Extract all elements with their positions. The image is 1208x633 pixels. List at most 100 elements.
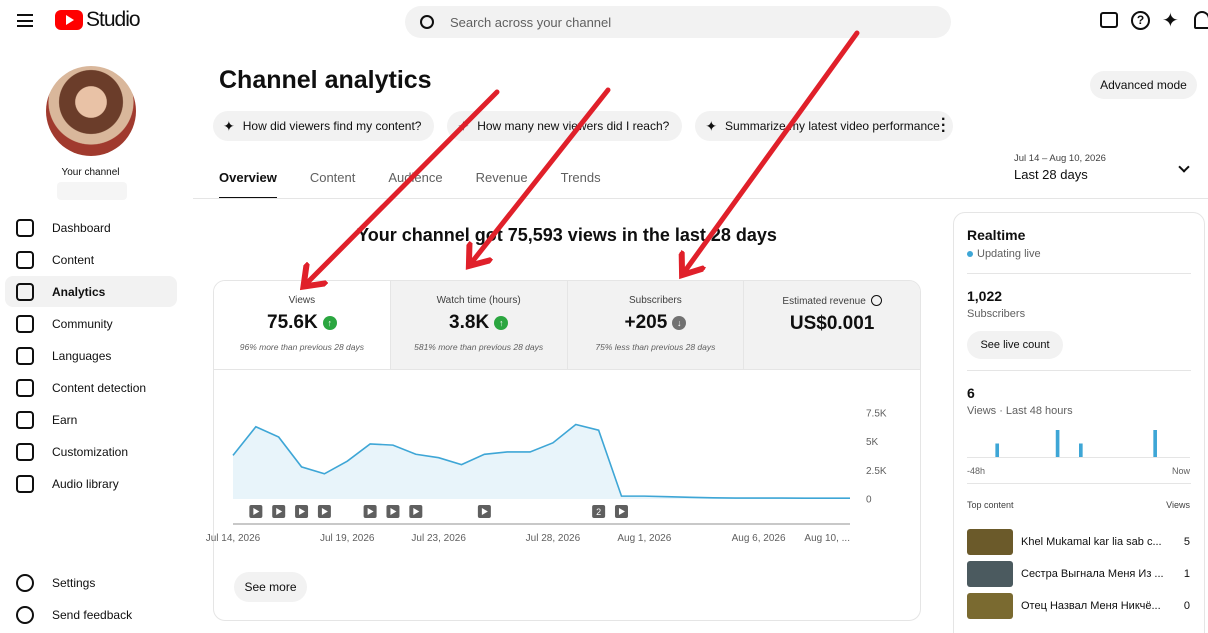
channel-label: Your channel: [61, 167, 120, 178]
nav-icon: [16, 282, 34, 301]
nav-item[interactable]: Community: [5, 308, 177, 339]
tab[interactable]: Content: [309, 170, 356, 185]
tab[interactable]: Revenue: [475, 170, 528, 185]
chip[interactable]: ✦ Summarize my latest video performance: [695, 111, 953, 141]
nav-item[interactable]: Settings: [5, 567, 177, 598]
chip-label: How many new viewers did I reach?: [477, 119, 670, 133]
chip-label: Summarize my latest video performance: [725, 119, 940, 133]
subscriber-label: Subscribers: [967, 308, 1026, 320]
realtime-title: Realtime: [967, 227, 1026, 243]
nav-icon: [16, 442, 34, 461]
video-views: 0: [1183, 600, 1190, 612]
trend-icon: ↓: [672, 316, 687, 330]
info-icon: [870, 295, 882, 306]
thumbnail[interactable]: [967, 561, 1013, 587]
chip[interactable]: ✦ How did viewers find my content?: [213, 111, 435, 141]
tabs-divider: [193, 198, 1208, 199]
nav-item[interactable]: Audio library: [5, 468, 177, 499]
metric-value: US$0.001: [744, 313, 920, 335]
nav-icon: [16, 250, 34, 269]
search-placeholder: Search across your channel: [450, 14, 612, 30]
metrics-divider: [214, 369, 920, 370]
chips: ✦ How did viewers find my content? ✦ How ma…: [213, 111, 953, 141]
nav-item[interactable]: Dashboard: [5, 212, 177, 243]
metric-label: Watch time (hours): [391, 295, 567, 306]
see-more-button[interactable]: See more: [234, 572, 307, 602]
chip-icon: ✦: [223, 117, 235, 134]
nav-label: Languages: [52, 348, 112, 363]
end-label: Now: [1171, 466, 1190, 476]
nav-icon: [16, 410, 34, 429]
nav-item[interactable]: Earn: [5, 404, 177, 435]
metric-value: 75.6K ↑: [214, 312, 390, 334]
search-box[interactable]: Search across your channel: [405, 6, 951, 38]
metric-label: Views: [214, 295, 390, 306]
nav-item[interactable]: Languages: [5, 340, 177, 371]
nav-item[interactable]: Content detection: [5, 372, 177, 403]
metric-tab[interactable]: Subscribers +205 ↓ 75% less than previous 2…: [567, 281, 745, 369]
period[interactable]: Last 28 days: [1014, 167, 1088, 182]
metric-tab[interactable]: Estimated revenue US$0.001: [744, 281, 920, 369]
nav-icon: [16, 218, 34, 237]
tab[interactable]: Audience: [388, 170, 443, 185]
metric-value: +205 ↓: [568, 312, 744, 334]
nav-label: Send feedback: [52, 607, 133, 622]
logo-text[interactable]: Studio: [86, 8, 141, 31]
tab[interactable]: Trends: [560, 170, 601, 185]
nav-label: Audio library: [52, 476, 119, 491]
thumbnail[interactable]: [967, 529, 1013, 555]
nav-label: Settings: [52, 575, 96, 590]
thumbnail[interactable]: [967, 593, 1013, 619]
logo-icon[interactable]: [55, 10, 83, 30]
video-title[interactable]: Сестра Выгнала Меня Из ...: [1021, 568, 1164, 580]
divider: [967, 483, 1191, 484]
metric-value-text: +205: [624, 312, 668, 333]
advanced-mode-button[interactable]: Advanced mode: [1090, 71, 1197, 99]
period-dropdown[interactable]: [1178, 161, 1190, 173]
chip-icon: ✦: [457, 117, 470, 134]
nav-icon: [16, 314, 34, 333]
more-button[interactable]: · · ·: [941, 111, 947, 140]
chip-icon: ✦: [705, 117, 718, 134]
chip[interactable]: ✦ How many new viewers did I reach?: [447, 111, 683, 141]
views-label: Views · Last 48 hours: [967, 405, 1073, 417]
channel-avatar[interactable]: [46, 66, 136, 156]
trend-icon: ↑: [494, 316, 509, 330]
metric-label-text: Views: [288, 295, 316, 306]
menu-button[interactable]: [17, 14, 33, 27]
nav-label: Content detection: [52, 380, 147, 395]
nav-label: Dashboard: [52, 220, 111, 235]
metric-note: 581% more than previous 28 days: [414, 342, 544, 352]
nav-item[interactable]: Content: [5, 244, 177, 275]
video-title[interactable]: Khel Mukamal kar lia sab c...: [1021, 536, 1162, 548]
metric-label: Estimated revenue: [744, 295, 920, 307]
metric-label: Subscribers: [568, 295, 744, 306]
help-icon[interactable]: ?: [1131, 11, 1150, 30]
date-range[interactable]: Jul 14 – Aug 10, 2026: [1014, 153, 1106, 164]
headline: Your channel got 75,593 views in the las…: [357, 225, 777, 245]
metric-tab[interactable]: Watch time (hours) 3.8K ↑ 581% more than pr…: [390, 281, 568, 369]
tab[interactable]: Overview: [219, 170, 277, 199]
ai-icon[interactable]: ✦: [1162, 10, 1179, 32]
nav-item[interactable]: Send feedback: [5, 599, 177, 630]
chip-label: How did viewers find my content?: [242, 119, 422, 133]
nav-icon: [16, 573, 34, 592]
nav-icon: [16, 346, 34, 365]
live-count-button[interactable]: See live count: [967, 331, 1063, 359]
nav-label: Customization: [52, 444, 129, 459]
nav-item[interactable]: Customization: [5, 436, 177, 467]
create-icon[interactable]: [1100, 12, 1118, 28]
top-content-title: Top content: [967, 500, 1014, 510]
metric-note: 75% less than previous 28 days: [595, 342, 716, 352]
metric-note: 96% more than previous 28 days: [239, 342, 365, 352]
metric-label-text: Estimated revenue: [782, 296, 866, 307]
live-dot: [967, 251, 973, 257]
tabs: Overview Content Audience Revenue Trends: [219, 170, 601, 199]
metric-label-text: Watch time (hours): [436, 295, 521, 306]
video-title[interactable]: Отец Назвал Меня Никчё...: [1021, 600, 1161, 612]
notifications-icon[interactable]: [1194, 11, 1208, 29]
metric-tab[interactable]: Views 75.6K ↑ 96% more than previous 28 day…: [214, 281, 391, 369]
top-content-column: Views: [1166, 500, 1190, 510]
nav-item[interactable]: Analytics: [5, 276, 177, 307]
start-label: -48h: [967, 466, 986, 476]
